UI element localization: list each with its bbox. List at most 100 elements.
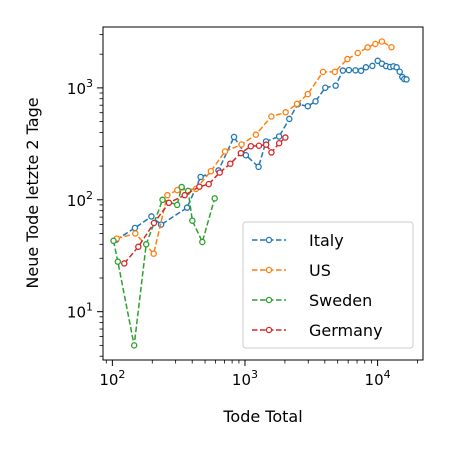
data-point-us [132,230,139,237]
x-tick-label: 103 [232,368,258,389]
data-point-us [354,49,362,57]
data-point-sweden [211,195,218,202]
data-point-germany [275,140,283,147]
legend-entry-italy: Italy [252,231,344,250]
plot-frame [102,26,424,361]
ticks-layer: 102 103 104 101 102 103 [67,34,418,389]
data-point-italy [345,66,353,74]
data-point-italy [304,102,312,110]
series-line-germany [123,136,286,264]
data-point-italy [393,64,400,71]
data-point-sweden [110,237,117,245]
legend-marker [265,326,273,334]
data-point-italy [183,204,191,211]
data-point-italy [357,67,365,75]
y-tick-label: 103 [67,77,93,98]
y-tick-label: 101 [67,301,93,322]
data-point-italy [230,133,238,141]
data-point-us [252,131,260,138]
data-point-italy [332,82,339,89]
data-point-sweden [178,183,185,191]
data-point-us [221,148,229,155]
data-point-germany [165,199,173,207]
data-point-italy [369,62,376,70]
series-germany [121,134,289,267]
legend-label: Germany [309,321,383,340]
series-layer [110,38,410,349]
data-point-germany [150,219,158,227]
data-point-italy [148,213,155,220]
data-point-sweden [159,196,166,204]
data-point-italy [197,173,204,181]
data-point-sweden [189,217,196,224]
data-point-germany [196,183,203,190]
series-us [113,38,395,257]
data-point-italy [131,224,139,232]
legend-entries: Italy US Sweden Germany [252,231,383,340]
data-point-germany [268,149,275,156]
x-tick-label: 102 [99,368,125,389]
data-point-italy [374,57,381,65]
data-point-us [388,43,395,51]
legend-marker [265,266,273,274]
data-point-italy [312,98,319,105]
data-point-italy [255,163,262,171]
data-point-germany [247,142,255,150]
data-point-germany [262,141,270,148]
data-point-italy [286,115,293,123]
data-point-us [331,68,339,76]
data-point-italy [352,67,359,74]
series-sweden [110,183,218,349]
data-point-germany [216,169,223,176]
data-point-us [372,40,379,48]
data-point-sweden [114,258,122,265]
legend-label: US [309,261,331,280]
data-point-italy [322,84,329,91]
x-tick-label: 104 [365,368,391,389]
data-point-us [207,167,215,175]
data-point-italy [396,68,403,75]
data-point-germany [135,243,142,251]
y-tick-label: 102 [67,189,93,210]
y-axis-label: Neue Tode letzte 2 Tage [23,97,42,288]
data-point-italy [275,133,283,140]
data-point-us [164,191,171,199]
data-point-sweden [130,342,138,349]
data-point-germany [227,160,234,167]
x-axis-label: Tode Total [222,407,302,426]
data-point-us [304,90,312,98]
data-point-italy [403,76,410,83]
legend-marker [265,296,273,304]
data-point-us [378,38,386,45]
data-point-us [282,109,289,116]
data-point-germany [181,191,188,199]
data-point-italy [362,64,370,71]
data-point-sweden [173,201,181,209]
legend-entry-sweden: Sweden [252,291,372,310]
data-point-germany [282,134,289,141]
data-point-germany [237,149,245,157]
legend-label: Italy [309,231,344,250]
data-point-us [174,186,181,194]
data-point-us [268,113,275,120]
legend-entry-us: US [252,261,331,280]
data-point-sweden [199,238,206,246]
data-point-italy [339,67,347,74]
data-point-us [364,44,371,51]
data-point-us [238,141,245,148]
legend-marker [265,236,273,244]
data-point-us [344,55,351,63]
data-point-us [150,250,157,257]
legend-label: Sweden [309,291,372,310]
data-point-germany [121,260,128,267]
series-line-us [116,40,392,256]
legend: Italy US Sweden Germany [242,221,414,349]
data-point-sweden [142,241,150,248]
data-point-germany [205,180,212,188]
legend-box [242,221,414,349]
data-point-us [293,100,301,108]
data-point-germany [255,142,263,149]
legend-entry-germany: Germany [252,321,383,340]
data-point-us [319,68,327,76]
